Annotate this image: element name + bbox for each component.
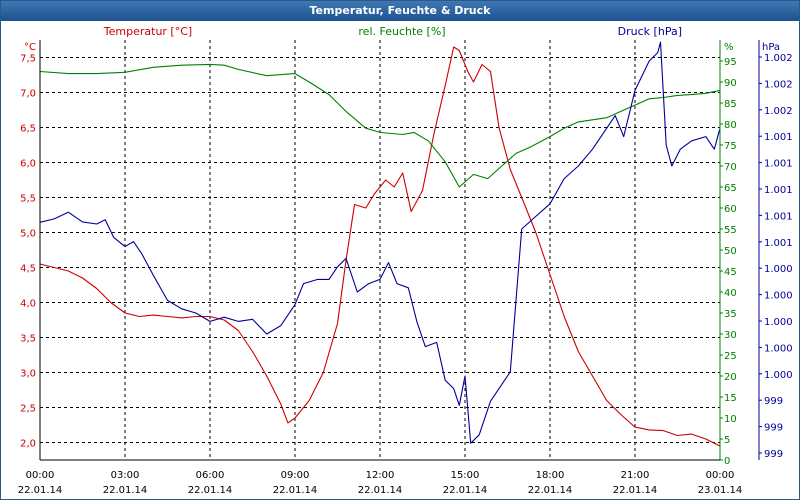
hum-tick-label: 10 [724,414,737,425]
x-tick-time: 12:00 [366,470,395,481]
hum-tick-label: 0 [724,456,730,467]
pres-tick-label: 999 [764,396,783,407]
temp-tick-label: 2,5 [20,404,36,415]
pres-tick-label: 1.000 [764,343,793,354]
hum-tick-label: 30 [724,330,737,341]
hum-tick-label: 60 [724,204,737,215]
hum-tick-label: 90 [724,78,737,89]
temp-tick-label: 6,5 [20,124,36,135]
hum-tick-label: 80 [724,120,737,131]
hum-tick-label: 65 [724,183,737,194]
temp-tick-label: 6,0 [20,159,36,170]
hum-tick-label: 55 [724,225,737,236]
hum-tick-label: 20 [724,372,737,383]
hum-tick-label: 15 [724,393,737,404]
pres-tick-label: 999 [764,449,783,460]
x-tick-time: 06:00 [196,470,225,481]
hum-tick-label: 85 [724,99,737,110]
x-tick-time: 00:00 [26,470,55,481]
pres-tick-label: 1.000 [764,264,793,275]
pres-tick-label: 1.001 [764,132,793,143]
pres-tick-label: 1.001 [764,159,793,170]
series-line-hum [39,63,721,188]
hum-tick-label: 50 [724,246,737,257]
temp-tick-label: 7,5 [20,54,36,65]
pres-tick-label: 1.001 [764,185,793,196]
series-line-pres [39,41,721,444]
temp-tick-label: 7,0 [20,89,36,100]
pres-tick-label: 1.000 [764,317,793,328]
hum-tick-label: 45 [724,267,737,278]
x-tick-date: 22.01.14 [528,485,573,496]
temp-tick-label: 4,5 [20,264,36,275]
temp-tick-label: 3,0 [20,369,36,380]
hum-tick-label: 75 [724,141,737,152]
x-tick-time: 15:00 [451,470,480,481]
hum-tick-label: 40 [724,288,737,299]
x-tick-date: 23.01.14 [698,485,743,496]
pres-unit-label: hPa [762,42,780,53]
x-tick-time: 18:00 [536,470,565,481]
temp-tick-label: 5,5 [20,194,36,205]
pres-tick-label: 1.002 [764,79,793,90]
x-tick-date: 22.01.14 [273,485,318,496]
x-tick-date: 22.01.14 [188,485,233,496]
temp-unit-label: °C [24,42,36,53]
pres-tick-label: 1.000 [764,370,793,381]
temp-tick-label: 5,0 [20,229,36,240]
x-tick-time: 00:00 [706,470,735,481]
pres-tick-label: 999 [764,423,783,434]
x-tick-date: 22.01.14 [443,485,488,496]
x-tick-date: 22.01.14 [358,485,403,496]
temp-tick-label: 2,0 [20,439,36,450]
series-label-temp: Temperatur [°C] [103,25,192,38]
pres-tick-label: 1.002 [764,53,793,64]
series-line-temp [39,46,721,447]
temp-tick-label: 4,0 [20,299,36,310]
pres-tick-label: 1.001 [764,211,793,222]
pres-tick-label: 1.002 [764,106,793,117]
series-label-pres: Druck [hPa] [618,25,682,38]
x-tick-time: 09:00 [281,470,310,481]
x-tick-date: 22.01.14 [613,485,658,496]
series-label-hum: rel. Feuchte [%] [358,25,445,38]
temp-tick-label: 3,5 [20,334,36,345]
hum-tick-label: 95 [724,57,737,68]
x-tick-time: 21:00 [621,470,650,481]
hum-tick-label: 70 [724,162,737,173]
chart-title: Temperatur, Feuchte & Druck [1,1,799,21]
x-tick-date: 22.01.14 [103,485,148,496]
hum-unit-label: % [724,42,734,53]
hum-tick-label: 5 [724,435,730,446]
hum-tick-label: 25 [724,351,737,362]
x-tick-date: 22.01.14 [18,485,63,496]
hum-tick-label: 35 [724,309,737,320]
x-tick-time: 03:00 [111,470,140,481]
pres-tick-label: 1.001 [764,238,793,249]
pres-tick-label: 1.000 [764,291,793,302]
